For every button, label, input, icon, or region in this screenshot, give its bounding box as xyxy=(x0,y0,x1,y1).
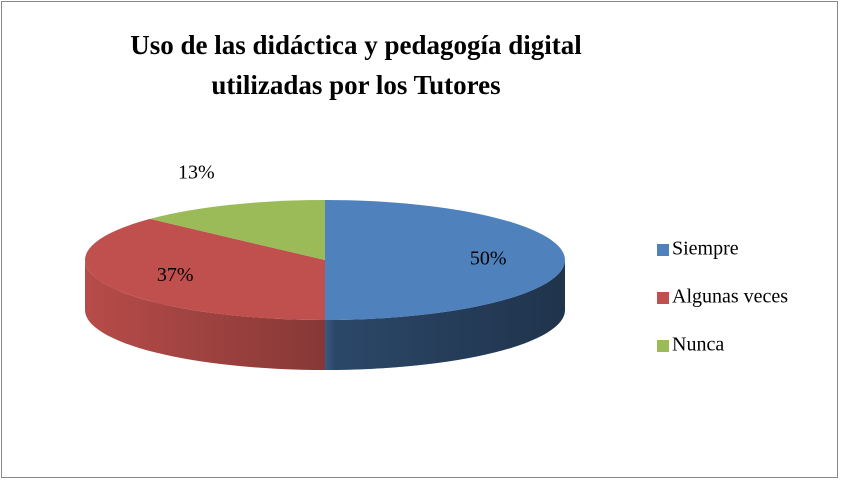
chart-title: utilizadas por los Tutores xyxy=(211,70,500,100)
side-shade xyxy=(85,260,325,370)
legend-label: Nunca xyxy=(672,334,724,356)
slice xyxy=(150,200,325,260)
data-label: 13% xyxy=(178,161,215,183)
legend-swatch xyxy=(657,340,669,352)
chart-title: Uso de las didáctica y pedagogía digital xyxy=(130,30,582,60)
legend-swatch xyxy=(657,244,669,256)
legend-label: Siempre xyxy=(672,238,739,260)
slice xyxy=(325,200,565,320)
legend-label: Algunas veces xyxy=(672,286,788,308)
legend-swatch xyxy=(657,292,669,304)
side-shade xyxy=(325,260,565,370)
data-label: 37% xyxy=(157,264,194,286)
data-label: 50% xyxy=(470,248,507,270)
slice xyxy=(85,218,325,320)
